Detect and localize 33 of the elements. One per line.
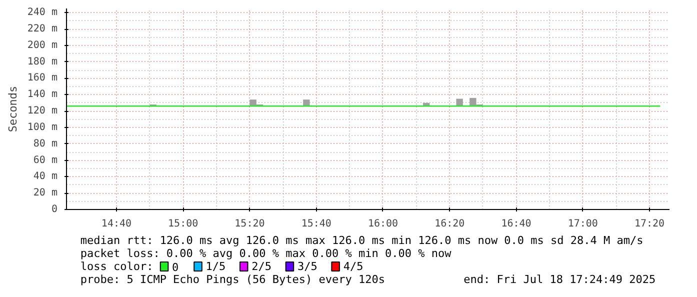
text: probe: 5 ICMP Echo Pings (56 Bytes) every 120s [80,273,385,286]
y-tick-label: 220 m [27,24,58,35]
x-tick-label: 16:00 [368,218,398,230]
y-tick-label: 100 m [27,122,58,133]
legend-label: 4/5 [343,260,364,273]
y-tick-label: 20 m [33,188,58,199]
x-tick-label: 17:20 [634,218,665,230]
y-tick-label: 200 m [27,40,58,51]
y-tick-label: 60 m [33,154,58,166]
x-tick-label: 16:20 [434,218,465,230]
x-tick-label: 16:40 [501,218,532,230]
x-tick-label: 17:00 [568,218,598,230]
y-tick-label: 120 m [27,106,58,117]
text: end: Fri Jul 18 17:24:49 2025 [464,273,656,286]
text: median rtt: 126.0 ms avg 126.0 ms max 126.0 ms min 126.0 ms now 0.0 ms sd 28.4 M am/s [80,234,644,247]
y-tick-label: 40 m [33,171,58,182]
x-tick-label: 14:40 [101,218,132,230]
x-tick-label: 15:40 [301,218,332,230]
y-tick-label: 0 [51,204,58,215]
y-tick-label: 140 m [27,89,58,100]
y-tick-label: 180 m [27,56,58,68]
y-tick-label: 80 m [33,138,58,150]
x-tick-label: 15:20 [234,218,265,230]
legend-label: 3/5 [297,260,318,273]
legend-label: 0 [172,261,179,274]
y-axis-title: Seconds [6,86,20,132]
y-tick-label: 160 m [27,72,58,84]
legend-title: loss color: [80,260,154,273]
text: packet loss: 0.00 % avg 0.00 % max 0.00 % min 0.00 % now [80,247,452,260]
legend-label: 2/5 [252,260,272,273]
legend-label: 1/5 [206,260,226,273]
x-tick-label: 15:00 [168,218,198,230]
y-tick-label: 240 m [27,7,58,18]
